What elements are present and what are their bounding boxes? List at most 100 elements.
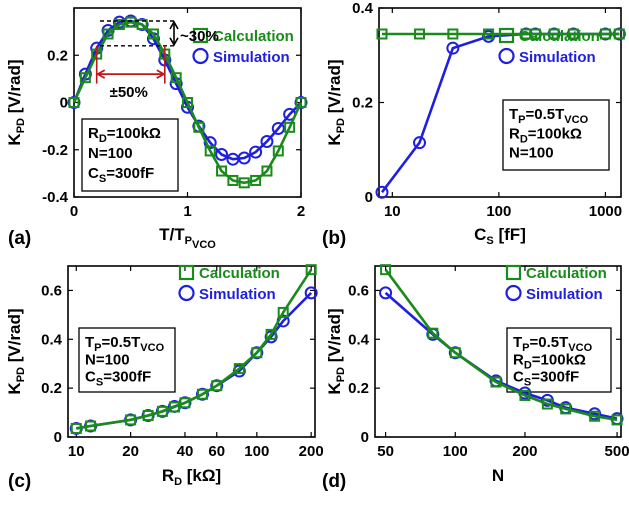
label-part: N=100 xyxy=(509,145,554,162)
x-tick-label: 40 xyxy=(177,443,194,460)
label-part: =100kΩ xyxy=(528,125,582,142)
label-part: S xyxy=(96,377,103,389)
simulation-point xyxy=(304,286,318,300)
label-part: [fF] xyxy=(494,225,526,244)
info-line: RD=100kΩ xyxy=(88,125,161,145)
info-line: N=100 xyxy=(509,145,554,162)
legend-calculation-label: Calculation xyxy=(519,28,600,45)
series-line-calculation xyxy=(384,268,618,422)
x-tick-label: 50 xyxy=(377,443,394,460)
label-part: [V/rad] xyxy=(325,59,344,118)
legend-simulation-marker xyxy=(505,284,522,302)
label-part: P xyxy=(185,235,192,247)
panel-label: (a) xyxy=(8,228,31,249)
label-part: C xyxy=(88,165,99,182)
label-part: P xyxy=(94,342,101,354)
info-box xyxy=(81,118,179,192)
x-tick-label: 100 xyxy=(486,203,511,220)
calculation-point xyxy=(136,19,148,31)
x-axis-label: T/TPVCO xyxy=(159,225,216,251)
plot-frame xyxy=(374,265,622,438)
label-part: R xyxy=(509,125,520,142)
label-part: N=100 xyxy=(88,145,133,162)
calculation-point xyxy=(147,28,159,40)
label-part: [V/rad] xyxy=(5,59,24,118)
x-tick-label: 10 xyxy=(68,443,85,460)
calculation-point xyxy=(227,174,239,186)
arrow-head xyxy=(156,69,166,79)
label-part: T xyxy=(85,334,94,351)
y-tick-label: 0 xyxy=(361,429,369,446)
legend-simulation-label: Simulation xyxy=(519,49,596,66)
simulation-point xyxy=(215,147,229,161)
calculation-point xyxy=(250,174,262,186)
calculation-point xyxy=(277,306,289,318)
info-box xyxy=(78,327,176,393)
label-part: S xyxy=(524,377,531,389)
x-tick-label: 1000 xyxy=(589,203,622,220)
arrow-head xyxy=(169,37,179,47)
x-tick-label: 2 xyxy=(297,203,305,220)
calculation-point xyxy=(211,380,223,392)
label-part: S xyxy=(99,173,106,185)
calculation-point xyxy=(414,28,426,40)
panel-label: (b) xyxy=(322,228,346,249)
calculation-point xyxy=(611,414,623,426)
y-tick-label: 0.6 xyxy=(348,282,369,299)
calculation-point xyxy=(272,145,284,157)
legend-calculation-label: Calculation xyxy=(199,265,280,282)
label-part: /T xyxy=(170,225,186,244)
label-part: =0.5T xyxy=(526,106,565,123)
simulation-point xyxy=(260,134,274,148)
info-line: RD=100kΩ xyxy=(513,351,586,371)
calculation-point xyxy=(216,165,228,177)
simulation-point xyxy=(249,145,263,159)
label-part: K xyxy=(325,382,344,395)
calculation-point xyxy=(79,72,91,84)
x-tick-label: 200 xyxy=(512,443,537,460)
y-axis-label: KPD [V/rad] xyxy=(325,308,347,394)
info-line: TP=0.5TVCO xyxy=(513,334,593,354)
label-part: PD xyxy=(15,118,27,133)
x-axis-label: CS [fF] xyxy=(474,225,526,247)
x-tick-label: 100 xyxy=(443,443,468,460)
label-part: S xyxy=(486,235,493,247)
y-tick-label: 0.2 xyxy=(47,47,68,64)
label-part: T xyxy=(513,334,522,351)
label-part: =300fF xyxy=(531,369,579,386)
label-part: K xyxy=(5,133,24,146)
legend-simulation-label: Simulation xyxy=(213,49,290,66)
calculation-point xyxy=(179,397,191,409)
legend-simulation-label: Simulation xyxy=(526,286,603,303)
calculation-point xyxy=(193,121,205,133)
width-diff-annotation: ±50% xyxy=(110,84,148,101)
x-tick-label: 10 xyxy=(384,203,401,220)
x-tick-label: 200 xyxy=(299,443,324,460)
calculation-point xyxy=(125,414,137,426)
calculation-point xyxy=(113,19,125,31)
x-tick-label: 500 xyxy=(605,443,629,460)
info-line: TP=0.5TVCO xyxy=(85,334,165,354)
y-tick-label: -0.4 xyxy=(42,189,69,206)
legend-calculation-marker xyxy=(505,264,522,281)
legend-calculation-label: Calculation xyxy=(213,28,294,45)
label-part: PD xyxy=(15,367,27,382)
x-tick-label: 20 xyxy=(122,443,139,460)
label-part: =100kΩ xyxy=(532,351,586,368)
legend-calculation-label: Calculation xyxy=(526,265,607,282)
peak-diff-annotation: ~30% xyxy=(180,28,219,45)
calculation-point xyxy=(85,420,97,432)
calculation-point xyxy=(589,410,601,422)
label-part: =0.5T xyxy=(530,334,569,351)
label-part: C xyxy=(513,369,524,386)
y-tick-label: 0 xyxy=(365,189,373,206)
calculation-point xyxy=(102,28,114,40)
calculation-point xyxy=(427,327,439,339)
calculation-point xyxy=(447,28,459,40)
arrow-head xyxy=(95,69,106,79)
y-axis-label: KPD [V/rad] xyxy=(5,308,27,394)
label-part: K xyxy=(5,382,24,395)
label-part: C xyxy=(474,225,486,244)
